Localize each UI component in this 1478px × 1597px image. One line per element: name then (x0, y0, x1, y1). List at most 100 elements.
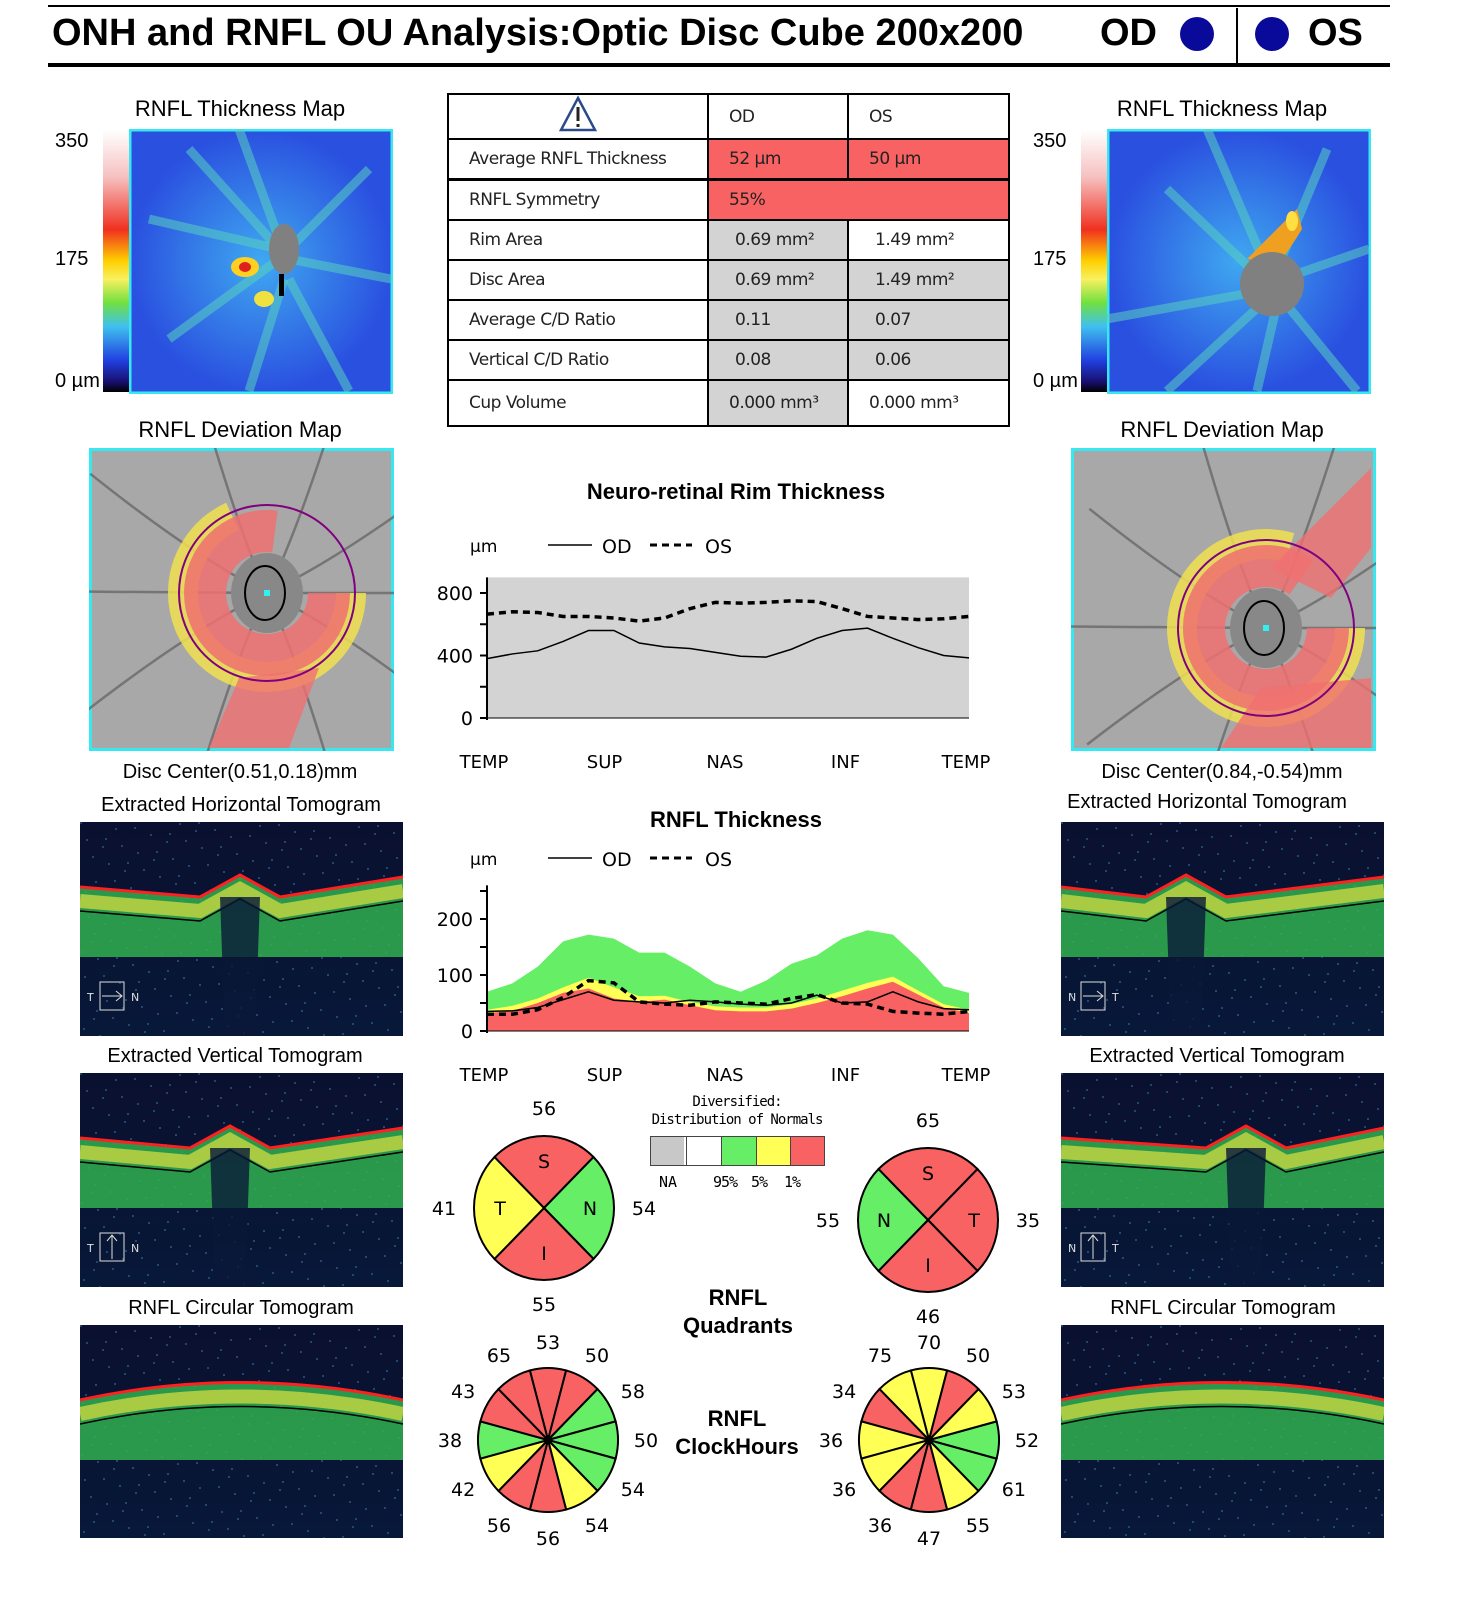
speckle (127, 1113, 129, 1115)
speckle (310, 1341, 312, 1343)
speckle (189, 1245, 191, 1247)
speckle (396, 857, 398, 859)
speckle (1080, 1035, 1082, 1036)
speckle (1167, 1505, 1169, 1507)
speckle (1083, 1097, 1085, 1099)
speckle (1257, 961, 1259, 963)
speckle (137, 852, 139, 854)
speckle (176, 1012, 178, 1014)
speckle (329, 837, 331, 839)
speckle (352, 1274, 354, 1276)
vessel (1278, 296, 1361, 394)
speckle (1076, 1384, 1078, 1386)
speckle (1346, 1508, 1348, 1510)
speckle (1377, 1360, 1379, 1362)
speckle (1061, 1325, 1063, 1327)
legend-label-5: 5% (750, 1173, 768, 1191)
speckle (1313, 1113, 1315, 1115)
speckle (1131, 1337, 1133, 1339)
speckle (1176, 1081, 1178, 1083)
speckle (323, 1537, 325, 1538)
speckle (1302, 957, 1304, 959)
speckle (383, 875, 385, 877)
speckle (1198, 1105, 1200, 1107)
x-tick-label: SUP (587, 752, 623, 773)
speckle (343, 1484, 345, 1486)
speckle (125, 1502, 127, 1504)
speckle (1073, 1359, 1075, 1361)
speckle (307, 1530, 309, 1532)
speckle (1308, 1477, 1310, 1479)
speckle (355, 1518, 357, 1520)
speckle (1377, 857, 1379, 859)
speckle (1157, 1012, 1159, 1014)
speckle (236, 853, 238, 855)
speckle (349, 1249, 351, 1251)
speckle (1281, 848, 1283, 850)
speckle (205, 1252, 207, 1254)
speckle (374, 1336, 376, 1338)
speckle (1319, 1130, 1321, 1132)
speckle (336, 1267, 338, 1269)
speckle (1080, 1286, 1082, 1287)
speckle (1233, 1363, 1235, 1365)
speckle (258, 1380, 260, 1382)
speckle (207, 864, 209, 866)
speckle (357, 878, 359, 880)
od-clockhour-value: 54 (621, 1479, 645, 1501)
row-label: Cup Volume (447, 379, 709, 427)
row-label: Disc Area (447, 259, 709, 301)
legend-od-label: OD (602, 849, 632, 871)
speckle (218, 1486, 220, 1488)
speckle (1064, 1531, 1066, 1533)
os-value-i: 46 (916, 1306, 940, 1328)
speckle (1378, 1489, 1380, 1491)
clockhours-title-2: ClockHours (675, 1434, 799, 1459)
speckle (1282, 1010, 1284, 1012)
speckle (1124, 869, 1126, 871)
speckle (1140, 1127, 1142, 1129)
speckle (194, 882, 196, 884)
speckle (1230, 1338, 1232, 1340)
speckle (1250, 996, 1252, 998)
speckle (281, 1352, 283, 1354)
row-label: Average C/D Ratio (447, 299, 709, 341)
speckle (1122, 1006, 1124, 1008)
speckle (172, 1109, 174, 1111)
y-tick-label: 100 (437, 965, 473, 987)
x-tick-label: NAS (706, 752, 743, 773)
col-os: OS (847, 93, 1010, 140)
scan-circle (1177, 539, 1355, 717)
speckle (311, 967, 313, 969)
speckle (1103, 1510, 1105, 1512)
speckle (1065, 976, 1067, 978)
speckle (1211, 836, 1213, 838)
speckle (1263, 978, 1265, 980)
speckle (1212, 965, 1214, 967)
speckle (1244, 979, 1246, 981)
retina-layer (1061, 1389, 1384, 1421)
os-value-n: 55 (816, 1210, 840, 1232)
speckle (188, 1368, 190, 1370)
speckle (1169, 1368, 1171, 1370)
speckle (157, 1516, 159, 1518)
speckle (1375, 1497, 1377, 1499)
speckle (144, 1534, 146, 1536)
speckle (338, 1382, 340, 1384)
speckle (397, 1489, 399, 1491)
speckle (1262, 849, 1264, 851)
speckle (352, 1023, 354, 1025)
speckle (1084, 1226, 1086, 1228)
speckle (1250, 1499, 1252, 1501)
speckle (351, 861, 353, 863)
speckle (1167, 1253, 1169, 1255)
speckle (1260, 1489, 1262, 1491)
speckle (1374, 1083, 1376, 1085)
speckle (310, 838, 312, 840)
speckle (1113, 964, 1115, 966)
speckle (1284, 1376, 1286, 1378)
speckle (1138, 1013, 1140, 1015)
speckle (1217, 1356, 1219, 1358)
speckle (199, 984, 201, 986)
